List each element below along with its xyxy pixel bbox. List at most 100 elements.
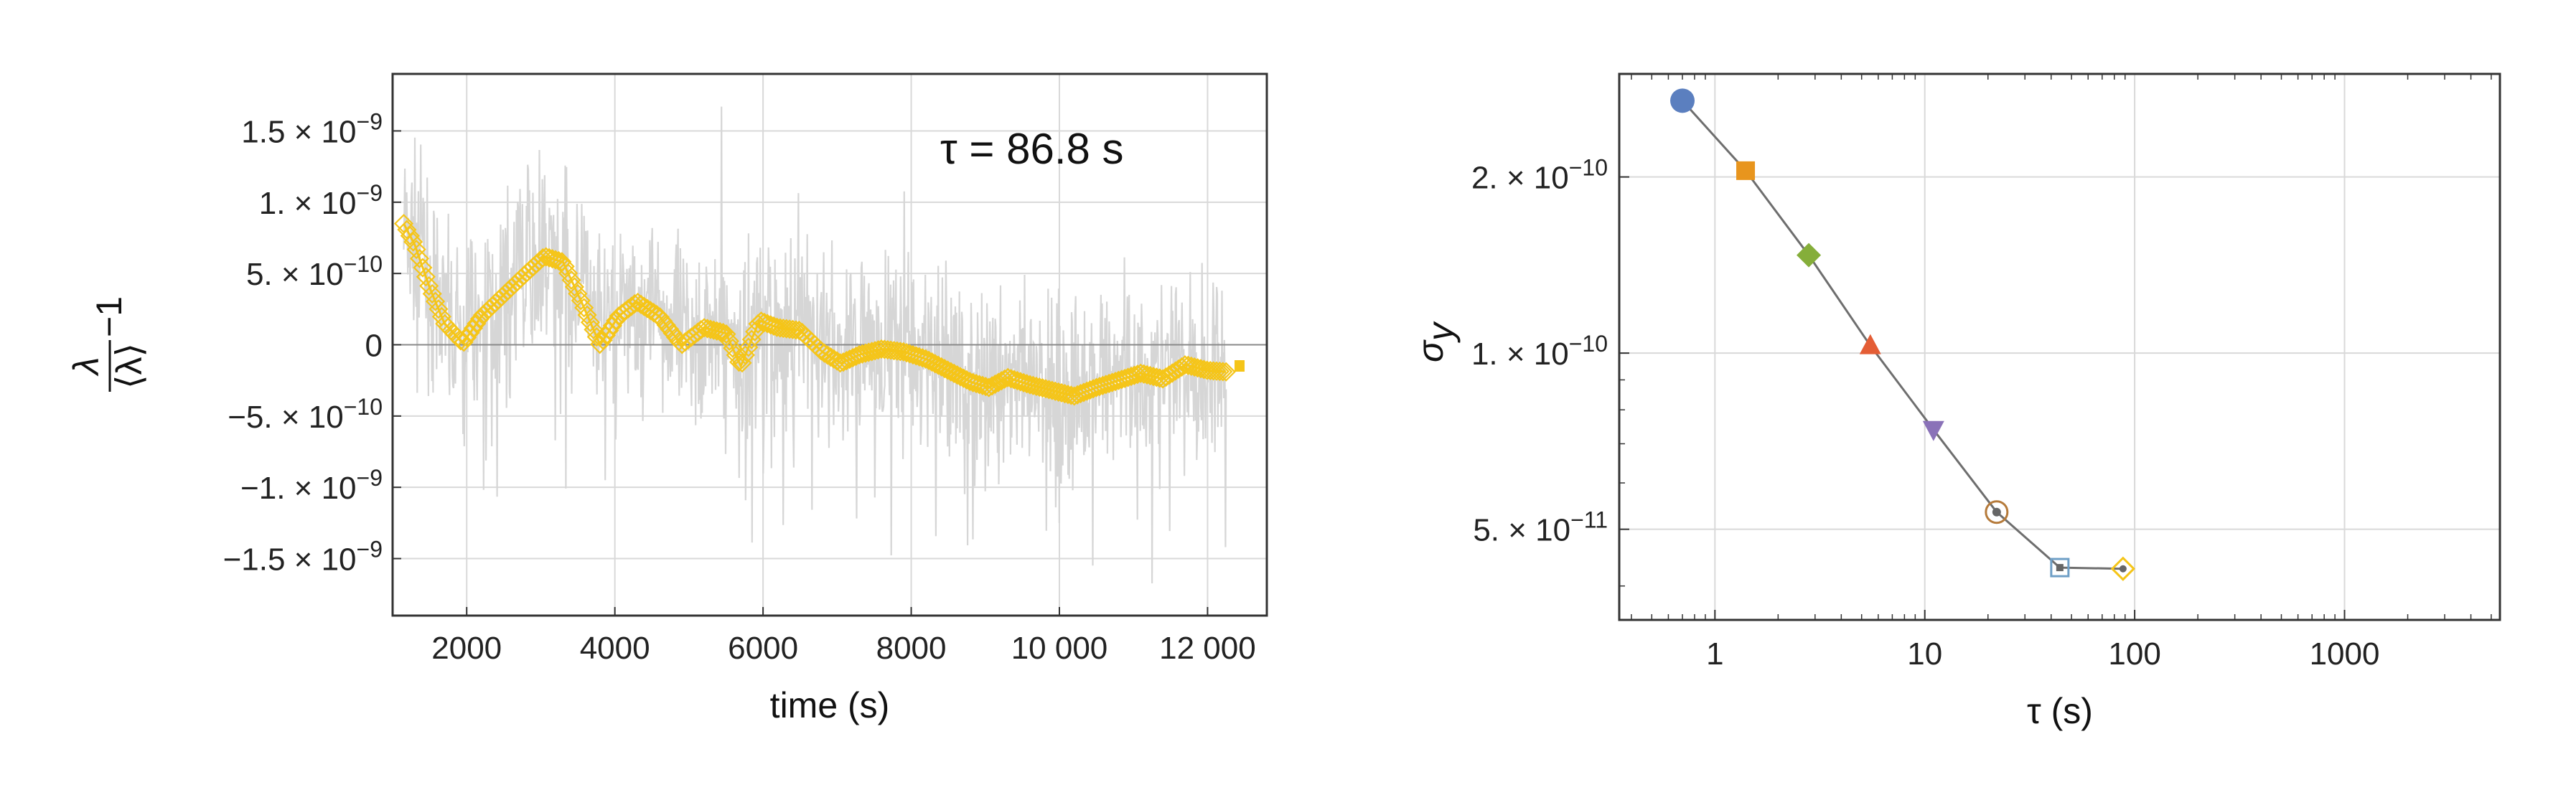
y-axis-label: λ ⟨λ⟩ −1	[66, 296, 149, 392]
averaged-point	[947, 365, 968, 385]
marker-diamond	[1797, 243, 1822, 268]
averaged-point	[1128, 364, 1148, 385]
averaged-point	[941, 362, 961, 382]
averaged-point	[1197, 360, 1217, 380]
averaged-point	[716, 324, 736, 344]
averaged-point	[815, 343, 835, 363]
y-tick-labels: 2. × 10−10 1. × 10−10 5. × 10−11	[1471, 155, 1629, 548]
averaged-point	[596, 325, 617, 345]
y-tick-label: 2. × 10−10	[1471, 155, 1608, 196]
marker-square	[1736, 161, 1756, 180]
averaged-point	[460, 323, 480, 343]
x-tick-label: 1000	[2310, 636, 2380, 672]
averaged-point	[982, 376, 1002, 396]
y-tick-label: −5. × 10−10	[228, 394, 383, 435]
x-tick-label: 8000	[876, 631, 947, 666]
y-tick-label: 1. × 10−10	[1471, 331, 1608, 372]
averaged-point	[1121, 367, 1141, 387]
averaged-point	[1162, 363, 1182, 383]
y-axis-label: σ y	[1410, 321, 1461, 362]
averaged-point	[419, 276, 439, 296]
averaged-point	[713, 323, 734, 343]
averaged-point	[422, 283, 442, 304]
averaged-point	[577, 305, 597, 325]
plot-frame	[1618, 72, 2501, 621]
averaged-point	[564, 277, 585, 297]
averaged-point	[555, 256, 575, 276]
averaged-point	[574, 298, 594, 318]
averaged-point	[691, 320, 711, 340]
x-tick-label: 6000	[728, 631, 798, 666]
averaged-point	[820, 347, 840, 367]
averaged-point	[858, 342, 879, 362]
x-axis-label: τ (s)	[2027, 691, 2093, 731]
averaged-point	[428, 299, 449, 319]
averaged-point	[751, 311, 771, 331]
time-series-chart: 2000 4000 6000 8000 10 000 12 000 1.5 × 10−91…	[66, 72, 1268, 725]
averaged-point	[409, 248, 430, 268]
averaged-series	[393, 214, 1236, 406]
averaged-point	[425, 291, 446, 311]
minor-ticks	[1619, 73, 2492, 620]
averaged-point	[406, 240, 426, 260]
averaged-point	[593, 330, 613, 350]
averaged-point	[723, 338, 743, 358]
averaged-point	[856, 343, 876, 363]
x-tick-label: 2000	[431, 631, 502, 666]
averaged-point	[836, 351, 856, 371]
averaged-point	[833, 352, 853, 372]
averaged-point	[416, 267, 436, 287]
x-axis-label: time (s)	[770, 685, 890, 725]
marker-triangle-up	[1859, 334, 1881, 354]
averaged-point	[995, 369, 1015, 389]
averaged-point	[935, 359, 955, 379]
y-tick-label: −1. × 10−9	[240, 465, 383, 506]
averaged-point	[1213, 362, 1233, 382]
averaged-point	[909, 347, 929, 367]
x-tick-label: 10	[1907, 636, 1942, 672]
y-label-suffix: −1	[89, 296, 129, 337]
averaged-point	[413, 258, 433, 278]
y-tick-label: −1.5 × 10−9	[223, 537, 383, 578]
averaged-point	[606, 311, 626, 331]
marker-circle-dot	[1985, 500, 2009, 524]
tau-annotation: τ = 86.8 s	[940, 125, 1124, 173]
marker-square-open	[2050, 557, 2070, 578]
averaged-point	[561, 270, 581, 290]
y-label-sigma: σ	[1410, 339, 1451, 362]
averaged-point	[403, 232, 423, 252]
averaged-point	[545, 250, 566, 270]
averaged-point	[944, 363, 964, 383]
averaged-point	[849, 344, 869, 365]
averaged-point	[729, 352, 749, 372]
averaged-point	[818, 345, 838, 365]
x-tick-label: 4000	[580, 631, 650, 666]
averaged-point	[1204, 361, 1224, 381]
y-tick-label: 1.5 × 10−9	[241, 108, 383, 149]
averaged-point	[463, 318, 483, 339]
averaged-point	[979, 377, 999, 397]
averaged-point	[400, 226, 420, 246]
averaged-point	[928, 355, 948, 375]
marker-triangle-down	[1922, 420, 1944, 441]
y-label-numerator: λ	[66, 357, 106, 377]
data-points	[1670, 88, 2136, 581]
allan-deviation-chart: 1 10 100 1000 2. × 10−10 1. × 10−10 5. × 10−1…	[1410, 72, 2501, 731]
averaged-point	[584, 319, 604, 339]
averaged-point	[1156, 367, 1176, 387]
averaged-point	[925, 354, 945, 374]
averaged-point	[586, 327, 606, 347]
averaged-point	[1207, 361, 1227, 381]
averaged-point	[397, 220, 417, 240]
y-tick-labels: 1.5 × 10−9 1. × 10−9 5. × 10−10 0 −5. × 10−1…	[223, 108, 401, 578]
y-tick-label: 5. × 10−11	[1473, 507, 1608, 548]
averaged-point	[916, 349, 936, 369]
averaged-point	[953, 368, 974, 388]
averaged-point	[726, 345, 746, 365]
averaged-point	[457, 327, 477, 347]
averaged-point	[719, 331, 739, 351]
averaged-point	[467, 314, 487, 334]
averaged-point	[868, 340, 889, 360]
averaged-point	[852, 344, 873, 364]
x-tick-labels: 2000 4000 6000 8000 10 000 12 000	[431, 607, 1256, 666]
